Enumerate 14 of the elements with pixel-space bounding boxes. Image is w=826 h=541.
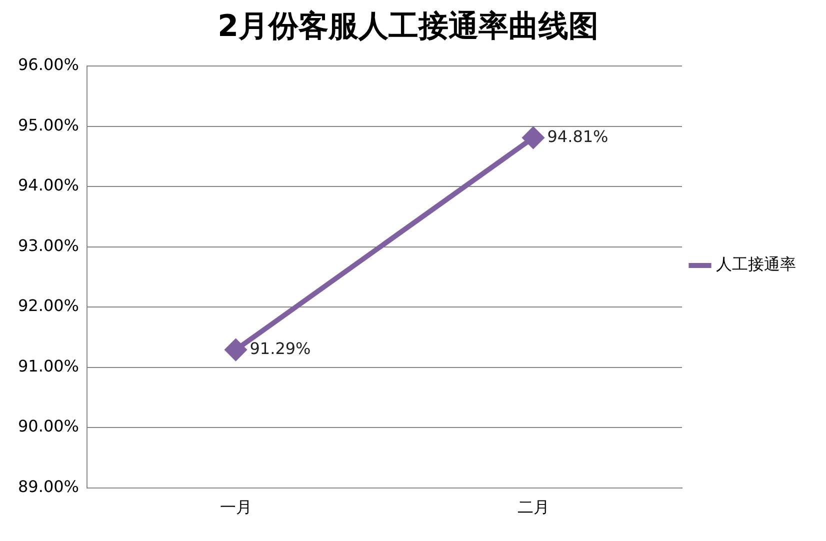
y-tick-label: 95.00% (18, 115, 80, 134)
x-tick-label: 一月 (220, 498, 252, 517)
y-tick-label: 91.00% (18, 356, 80, 376)
data-label: 94.81% (547, 126, 608, 146)
y-tick-label: 94.00% (18, 176, 80, 195)
data-label: 91.29% (250, 338, 311, 358)
y-tick-label: 96.00% (18, 55, 80, 74)
y-tick-label: 90.00% (18, 416, 80, 436)
y-tick-label: 92.00% (18, 296, 80, 316)
chart-title: 2月份客服人工接通率曲线图 (218, 8, 598, 44)
legend-label: 人工接通率 (716, 254, 796, 274)
y-tick-label: 93.00% (18, 236, 80, 255)
y-tick-label: 89.00% (18, 476, 80, 496)
x-tick-label: 二月 (517, 498, 550, 517)
